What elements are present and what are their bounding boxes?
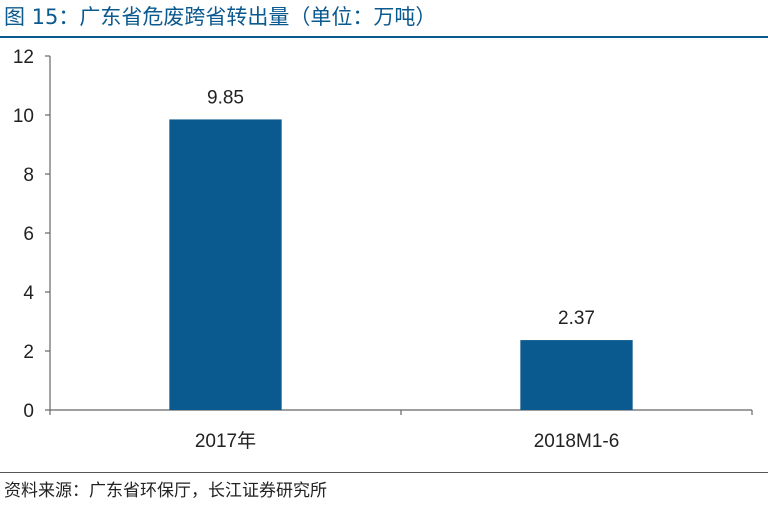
chart-bars [169, 119, 633, 411]
data-label: 2.37 [558, 308, 595, 329]
y-tick-label: 8 [23, 165, 34, 186]
y-tick-label: 6 [23, 224, 34, 245]
x-tick-label: 2018M1-6 [534, 431, 620, 452]
source-note: 资料来源：广东省环保厅，长江证券研究所 [4, 481, 327, 501]
x-tick-label: 2017年 [195, 430, 256, 452]
chart-labels: 9.85 2017年 2.37 2018M1-6 [195, 87, 619, 452]
y-tick-label: 4 [23, 283, 34, 304]
source-divider [0, 472, 768, 473]
data-label: 9.85 [207, 87, 244, 108]
title-divider [0, 36, 768, 38]
bar-chart: 0 2 4 6 8 10 12 9.85 2017年 2.37 2018M1-6 [13, 47, 753, 452]
y-tick-label: 2 [23, 342, 34, 363]
y-tick-label: 0 [23, 401, 34, 422]
bar-2 [520, 340, 633, 410]
chart-axes: 0 2 4 6 8 10 12 [13, 47, 753, 422]
y-tick-label: 10 [13, 106, 34, 127]
figure-title: 图 15：广东省危废跨省转出量（单位：万吨） [4, 5, 437, 29]
y-tick-label: 12 [13, 47, 34, 68]
bar-1 [169, 119, 282, 411]
